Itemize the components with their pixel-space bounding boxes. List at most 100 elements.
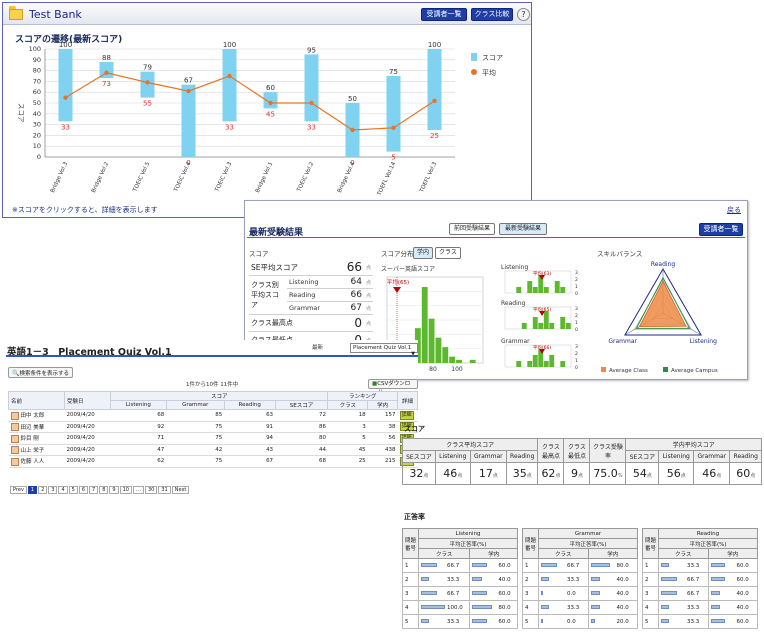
school-rate-value: 60.0 bbox=[736, 576, 749, 583]
quiz-select[interactable]: Placement Quiz Vol.1 ▼ bbox=[350, 343, 418, 357]
page-link[interactable]: 8 bbox=[99, 486, 109, 494]
high-value-label: 60 bbox=[266, 84, 275, 92]
school-rate-value: 20.0 bbox=[616, 618, 629, 625]
mini-bar bbox=[560, 317, 566, 329]
score-section-label: スコア bbox=[249, 250, 269, 258]
mini-frame bbox=[504, 306, 572, 330]
score-range-bar bbox=[58, 49, 73, 122]
col-grammar[interactable]: Grammar bbox=[165, 400, 225, 410]
grammar-average-value: 67 bbox=[336, 301, 364, 315]
x-tick-label: 100 bbox=[451, 366, 463, 373]
col-listening[interactable]: Listening bbox=[110, 400, 167, 410]
student-name[interactable]: 田辺 美華 bbox=[20, 424, 45, 431]
radar-axis-label: Listening bbox=[690, 338, 717, 345]
quiz-select-label: 最新 bbox=[312, 345, 324, 351]
show-search-button[interactable]: 🔍検索条件を表示する bbox=[8, 367, 73, 378]
page-link[interactable]: 6 bbox=[78, 486, 89, 494]
class-min-header: クラス最低点 bbox=[563, 438, 591, 463]
value: 56 bbox=[666, 467, 681, 480]
page-link[interactable]: … bbox=[132, 486, 144, 494]
page-link[interactable]: 4 bbox=[58, 486, 68, 494]
chevron-down-icon: ▼ bbox=[411, 351, 415, 357]
page-link[interactable]: 31 bbox=[158, 486, 171, 494]
school-se-cell: 54点 bbox=[625, 462, 660, 485]
group-title: Grammar bbox=[538, 528, 638, 539]
page-link[interactable]: 7 bbox=[89, 486, 99, 494]
tab-latest-results[interactable]: 最新受験結果 bbox=[499, 223, 547, 235]
x-tick-label: TOEIC Vol.4 bbox=[173, 161, 193, 194]
student-name[interactable]: 鈴目 剛 bbox=[20, 436, 39, 442]
page-link[interactable]: 9 bbox=[109, 486, 119, 494]
page-link[interactable]: 3 bbox=[48, 486, 58, 494]
class-rate-cell: 33.3 bbox=[658, 600, 709, 615]
page-link[interactable]: 5 bbox=[68, 486, 78, 494]
back-link[interactable]: 戻る bbox=[727, 206, 741, 214]
latest-results-panel: 戻る 最新受験結果 前回受験結果 最新受験結果 受講者一覧 スコア SE平均スコ… bbox=[244, 200, 748, 380]
student-list-button-2[interactable]: 受講者一覧 bbox=[699, 223, 743, 236]
class-rate-bar bbox=[661, 605, 669, 609]
col-detail: 詳細 bbox=[397, 391, 418, 410]
detail-button[interactable]: 詳細 bbox=[399, 410, 414, 420]
school-rate-bar bbox=[710, 563, 725, 567]
class-rate-cell: 100.0 bbox=[417, 600, 471, 615]
school-rate-cell: 40.0 bbox=[587, 600, 638, 615]
col-date[interactable]: 受験日 bbox=[64, 391, 111, 410]
reading-score: 43 bbox=[224, 444, 276, 456]
test-bank-title: Test Bank bbox=[29, 8, 82, 21]
student-name-cell[interactable]: 田中 太郎 bbox=[8, 409, 65, 422]
question-number: 3 bbox=[522, 586, 539, 601]
tab-school[interactable]: 学内 bbox=[413, 247, 433, 259]
tab-previous-results[interactable]: 前回受験結果 bbox=[449, 223, 495, 235]
rate-bar-track bbox=[541, 605, 567, 611]
student-list-button[interactable]: 受講者一覧 bbox=[421, 8, 467, 21]
student-name-cell[interactable]: 佐藤 人人 bbox=[8, 455, 65, 468]
student-name-cell[interactable]: 鈴目 剛 bbox=[8, 432, 65, 445]
page-link[interactable]: 1 bbox=[27, 486, 38, 494]
y-tick-label: 70 bbox=[33, 77, 41, 85]
page-link[interactable]: Next bbox=[171, 486, 190, 494]
col-class[interactable]: クラス bbox=[327, 400, 369, 410]
page-link[interactable]: 2 bbox=[38, 486, 48, 494]
x-tick-label: TOEIC Vol.3 bbox=[214, 161, 234, 194]
mini-tick-label: 2 bbox=[575, 351, 578, 357]
mini-tick-label: 0 bbox=[575, 327, 578, 333]
mini-frame bbox=[504, 270, 572, 294]
student-name[interactable]: 山上 栄子 bbox=[20, 447, 45, 454]
page-link[interactable]: 30 bbox=[144, 486, 158, 494]
col-name[interactable]: 名前 bbox=[8, 391, 65, 410]
class-compare-button[interactable]: クラス比較 bbox=[471, 8, 513, 21]
y-tick-label: 10 bbox=[33, 142, 41, 150]
rate-bar-track bbox=[590, 563, 617, 569]
tab-class[interactable]: クラス bbox=[435, 247, 461, 259]
search-icon: 🔍 bbox=[12, 370, 20, 377]
unit: 点 bbox=[457, 473, 463, 479]
student-name-cell[interactable]: 田辺 美華 bbox=[8, 421, 65, 433]
page-link[interactable]: Prev bbox=[10, 486, 27, 494]
help-icon[interactable]: ? bbox=[517, 8, 530, 21]
csv-download-button[interactable]: ■CSVダウンロード bbox=[368, 379, 418, 396]
table-row: 3 66.7 60.0 bbox=[402, 586, 518, 601]
quiz-results-body: 田中 太郎 2009/4/20 68 85 63 72 18 157 詳細 田辺 美華 2009/4… bbox=[8, 409, 418, 468]
reading-score: 91 bbox=[224, 421, 276, 433]
student-name[interactable]: 田中 太郎 bbox=[20, 413, 45, 419]
person-icon bbox=[10, 434, 19, 443]
student-name[interactable]: 佐藤 人人 bbox=[20, 459, 45, 465]
rate-bar-track bbox=[421, 619, 447, 625]
school-rate-bar bbox=[472, 591, 487, 595]
score-histogram: 平均(65)6080100 bbox=[386, 276, 484, 373]
detail-button[interactable]: 詳細 bbox=[399, 422, 414, 432]
class-reading-cell: 35点 bbox=[506, 462, 539, 485]
student-name-cell[interactable]: 山上 栄子 bbox=[8, 444, 65, 456]
col-se[interactable]: SEスコア bbox=[274, 400, 329, 410]
mini-bar bbox=[565, 323, 571, 329]
page-link[interactable]: 10 bbox=[119, 486, 132, 494]
col-school[interactable]: 学内 bbox=[367, 400, 398, 410]
mini-bar bbox=[532, 287, 538, 293]
class-rate-bar bbox=[421, 605, 445, 609]
school-rate-bar bbox=[590, 577, 601, 581]
class-rate-bar bbox=[421, 577, 429, 581]
col-reading[interactable]: Reading bbox=[223, 400, 276, 410]
mini-bar bbox=[532, 355, 538, 367]
exam-date: 2009/4/20 bbox=[64, 409, 111, 422]
school-rate-value: 60.0 bbox=[736, 562, 749, 569]
